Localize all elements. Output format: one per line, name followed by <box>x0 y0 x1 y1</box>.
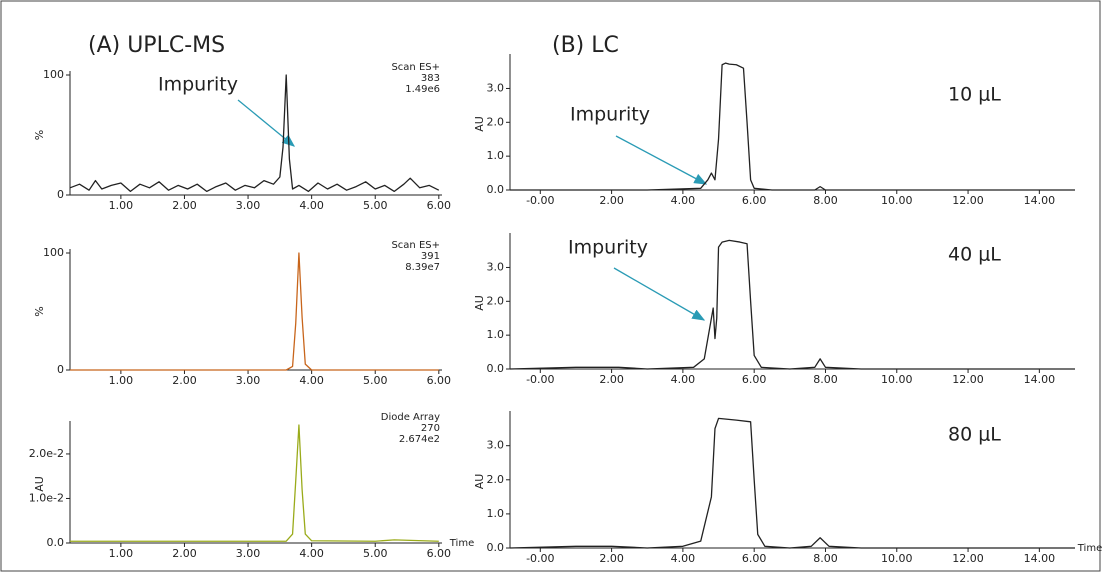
x-tick-label: 8.00 <box>813 552 838 565</box>
x-tick-label: 1.00 <box>109 199 134 212</box>
x-tick-label: 10.00 <box>881 373 913 386</box>
x-tick-label: 3.00 <box>236 374 261 387</box>
y-tick-label: 3.0 <box>487 439 505 452</box>
y-tick-label: 2.0 <box>487 294 505 307</box>
y-tick-label: 100 <box>43 68 64 81</box>
x-tick-label: 4.00 <box>299 374 324 387</box>
x-tick-label: 4.00 <box>299 199 324 212</box>
x-tick-label: 6.00 <box>742 194 767 207</box>
trace-info: 1.49e6 <box>405 84 440 95</box>
trace-info: 383 <box>421 73 440 84</box>
x-tick-label: 4.00 <box>671 194 696 207</box>
trace-info: Scan ES+ <box>391 62 440 73</box>
x-tick-label: -0.00 <box>526 373 554 386</box>
x-tick-label: 10.00 <box>881 552 913 565</box>
x-tick-label: 5.00 <box>363 374 388 387</box>
x-tick-label: 2.00 <box>599 552 624 565</box>
trace <box>69 74 440 193</box>
y-tick-label: 2.0 <box>487 115 505 128</box>
y-axis-label: AU <box>473 474 486 490</box>
trace-info: 391 <box>421 251 440 262</box>
y-tick-label: 2.0e-2 <box>29 447 64 460</box>
y-tick-label: 3.0 <box>487 260 505 273</box>
x-tick-label: 5.00 <box>363 199 388 212</box>
x-tick-label: 5.00 <box>363 547 388 560</box>
panel-title: (A) UPLC-MS <box>88 33 225 58</box>
y-tick-label: 0.0 <box>487 362 505 375</box>
callout-arrow <box>615 135 708 185</box>
x-tick-label: 2.00 <box>172 199 197 212</box>
y-axis-label: AU <box>473 116 486 132</box>
trace-info: 2.674e2 <box>399 434 440 445</box>
y-tick-label: 0 <box>57 363 64 376</box>
y-tick-label: 1.0 <box>487 149 505 162</box>
x-tick-label: 14.00 <box>1024 552 1056 565</box>
x-tick-label: 4.00 <box>671 373 696 386</box>
x-tick-label: 6.00 <box>427 199 452 212</box>
callout-arrow <box>237 99 296 147</box>
x-tick-label: 10.00 <box>881 194 913 207</box>
x-tick-label: 6.00 <box>742 373 767 386</box>
callout: Impurity <box>568 237 648 259</box>
callout-arrow <box>613 267 706 321</box>
volume-label: 10 μL <box>948 84 1001 106</box>
x-tick-label: 6.00 <box>427 547 452 560</box>
x-tick-label: 2.00 <box>599 373 624 386</box>
callout: Impurity <box>158 74 238 96</box>
y-tick-label: 1.0 <box>487 328 505 341</box>
y-tick-label: 100 <box>43 246 64 259</box>
x-tick-label: 2.00 <box>172 374 197 387</box>
x-tick-label: 4.00 <box>671 552 696 565</box>
y-tick-label: 3.0 <box>487 81 505 94</box>
volume-label: 80 μL <box>948 424 1001 446</box>
y-axis-label: AU <box>33 476 46 492</box>
x-tick-label: 12.00 <box>952 194 984 207</box>
y-axis-label: % <box>33 130 46 140</box>
trace-info: 8.39e7 <box>405 262 440 273</box>
x-tick-label: 14.00 <box>1024 373 1056 386</box>
x-tick-label: -0.00 <box>526 552 554 565</box>
x-tick-label: 1.00 <box>109 374 134 387</box>
x-tick-label: 6.00 <box>427 374 452 387</box>
y-axis-label: % <box>33 306 46 316</box>
x-tick-label: 3.00 <box>236 547 261 560</box>
trace <box>70 424 439 542</box>
x-tick-label: 1.00 <box>109 547 134 560</box>
y-tick-label: 0.0 <box>47 536 65 549</box>
y-tick-label: 0.0 <box>487 541 505 554</box>
x-axis-label: Time <box>449 538 474 549</box>
panel-title: (B) LC <box>552 33 619 58</box>
x-tick-label: 8.00 <box>813 373 838 386</box>
y-tick-label: 0.0 <box>487 183 505 196</box>
trace <box>70 252 439 371</box>
y-tick-label: 0 <box>57 188 64 201</box>
callout: Impurity <box>570 104 650 126</box>
x-tick-label: 6.00 <box>742 552 767 565</box>
x-tick-label: -0.00 <box>526 194 554 207</box>
x-tick-label: 12.00 <box>952 552 984 565</box>
trace <box>509 417 1075 549</box>
trace-info: Scan ES+ <box>391 240 440 251</box>
trace-info: Diode Array <box>381 412 440 423</box>
x-tick-label: 8.00 <box>813 194 838 207</box>
y-tick-label: 1.0 <box>487 507 505 520</box>
y-tick-label: 2.0 <box>487 473 505 486</box>
x-tick-label: 14.00 <box>1024 194 1056 207</box>
x-tick-label: 4.00 <box>299 547 324 560</box>
x-tick-label: 2.00 <box>599 194 624 207</box>
trace-info: 270 <box>421 423 440 434</box>
x-tick-label: 3.00 <box>236 199 261 212</box>
trace <box>509 239 1075 370</box>
y-axis-label: AU <box>473 295 486 311</box>
y-tick-label: 1.0e-2 <box>29 491 64 504</box>
volume-label: 40 μL <box>948 244 1001 266</box>
trace <box>510 62 1075 191</box>
x-tick-label: 12.00 <box>952 373 984 386</box>
x-tick-label: 2.00 <box>172 547 197 560</box>
x-axis-label: Time <box>1077 543 1102 554</box>
